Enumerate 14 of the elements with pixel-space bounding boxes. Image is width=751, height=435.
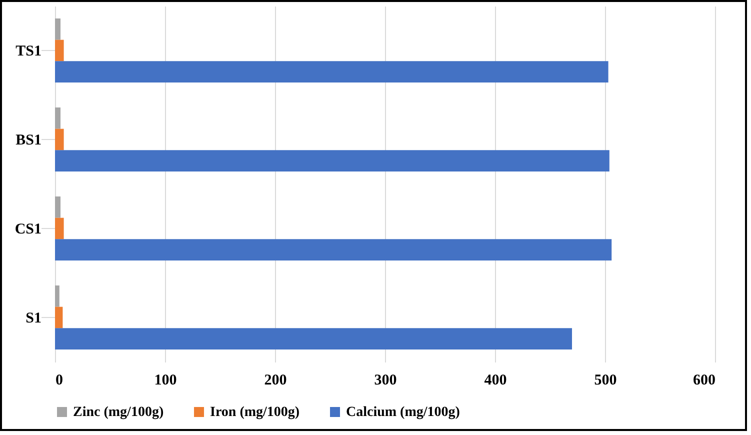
x-tick-label: 200 xyxy=(264,372,287,388)
x-tick-label: 300 xyxy=(374,372,397,388)
x-tick-label: 400 xyxy=(484,372,507,388)
y-tick-label: BS1 xyxy=(16,132,42,148)
y-tick-label: S1 xyxy=(26,310,42,326)
x-tick-label: 600 xyxy=(693,372,716,388)
x-tick-label: 500 xyxy=(594,372,617,388)
legend-label: Calcium (mg/100g) xyxy=(346,405,460,420)
x-tick-label: 100 xyxy=(154,372,177,388)
legend-label: Iron (mg/100g) xyxy=(210,405,300,420)
x-tick-label: 0 xyxy=(56,372,63,388)
legend-label: Zinc (mg/100g) xyxy=(73,405,164,420)
y-tick-label: CS1 xyxy=(14,222,42,238)
y-tick-label: TS1 xyxy=(16,44,42,60)
